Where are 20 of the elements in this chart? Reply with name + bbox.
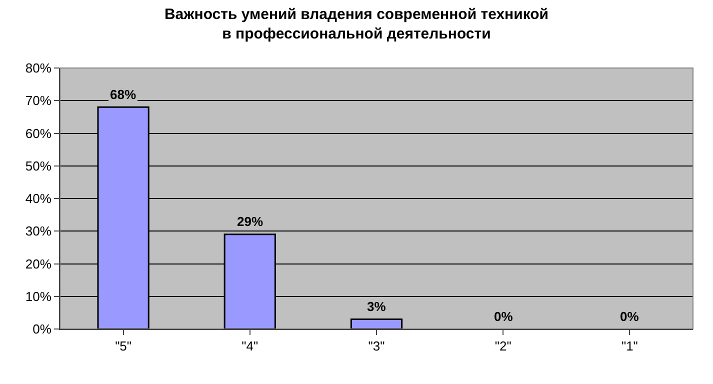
y-tick-label: 30%	[25, 224, 52, 239]
y-tick-label: 20%	[25, 256, 52, 272]
y-tick-label: 50%	[25, 158, 52, 174]
y-tick-label: 0%	[32, 322, 52, 337]
data-label: 0%	[494, 309, 514, 324]
x-tick-label: "5"	[115, 338, 132, 354]
x-tick-label: "1"	[621, 338, 638, 354]
y-tick-label: 70%	[25, 93, 52, 108]
x-tick-label: "3"	[368, 338, 386, 354]
x-tick-label: "2"	[494, 338, 512, 354]
y-tick-label: 60%	[25, 126, 52, 141]
data-label: 3%	[367, 299, 386, 314]
y-tick-label: 80%	[25, 60, 52, 76]
y-tick-label: 10%	[25, 288, 52, 304]
y-tick-label: 40%	[25, 191, 52, 206]
data-label: 0%	[620, 309, 640, 324]
x-tick-label: "4"	[242, 338, 259, 354]
data-label: 29%	[237, 214, 264, 229]
chart-title: Важность умений владения современной техникой в профессиональной деятельности	[164, 6, 549, 43]
data-label: 68%	[110, 87, 136, 102]
